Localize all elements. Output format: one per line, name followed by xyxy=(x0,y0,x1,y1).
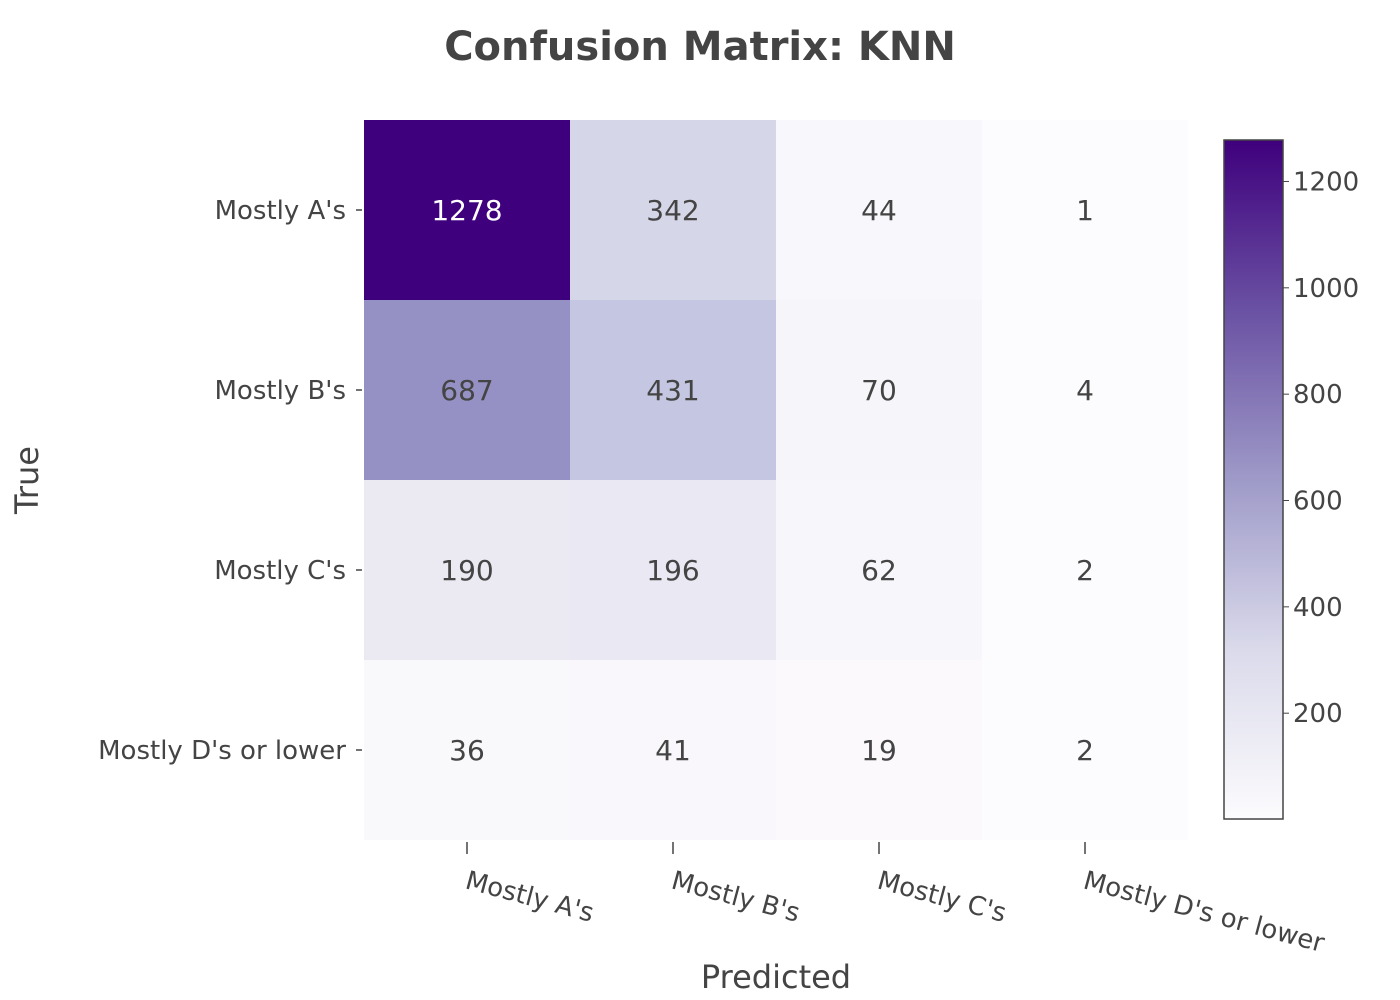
cell-value-label: 1278 xyxy=(431,194,502,227)
y-axis-title: True xyxy=(8,446,46,515)
colorbar-tick-label: 800 xyxy=(1293,380,1343,410)
cell-value-label: 70 xyxy=(861,374,897,407)
cell-value-label: 2 xyxy=(1076,554,1094,587)
heatmap-cell xyxy=(364,660,570,840)
cell-value-label: 2 xyxy=(1076,734,1094,767)
heatmap-cell xyxy=(982,660,1188,840)
colorbar-tick-label: 1000 xyxy=(1293,274,1359,304)
heatmap-cell xyxy=(364,300,570,480)
x-tick-label: Mostly C's xyxy=(874,866,1009,929)
colorbar xyxy=(1223,139,1284,820)
cell-value-label: 4 xyxy=(1076,374,1094,407)
cell-value-label: 196 xyxy=(646,554,699,587)
colorbar-ticks: 200 400 600 800 1000 1200 xyxy=(1283,167,1359,729)
cell-value-label: 342 xyxy=(646,194,699,227)
y-tick-label: Mostly A's xyxy=(215,196,346,226)
heatmap-cell xyxy=(570,300,776,480)
cell-value-label: 687 xyxy=(440,374,493,407)
colorbar-tick-label: 1200 xyxy=(1293,167,1359,197)
cell-value-label: 190 xyxy=(440,554,493,587)
y-axis-ticks: Mostly A's Mostly B's Mostly C's Mostly D's… xyxy=(98,196,362,766)
heatmap-cell xyxy=(776,120,982,300)
heatmap-cells xyxy=(364,120,1188,840)
heatmap-cell xyxy=(570,660,776,840)
colorbar-tick-label: 400 xyxy=(1293,593,1343,623)
cell-value-label: 36 xyxy=(449,734,485,767)
heatmap-cell xyxy=(982,120,1188,300)
heatmap-cell xyxy=(776,480,982,660)
x-axis-title: Predicted xyxy=(701,958,851,996)
heatmap-cell-labels: 1278 342 44 1 687 431 70 4 190 196 62 2 36 41 19 2 xyxy=(431,194,1094,767)
x-tick-label: Mostly D's or lower xyxy=(1080,866,1327,959)
x-tick-label: Mostly A's xyxy=(462,866,597,929)
chart-title: Confusion Matrix: KNN xyxy=(444,24,956,70)
heatmap-cell xyxy=(570,480,776,660)
cell-value-label: 431 xyxy=(646,374,699,407)
cell-value-label: 44 xyxy=(861,194,897,227)
heatmap-cell xyxy=(982,300,1188,480)
heatmap-cell xyxy=(776,300,982,480)
x-tick-label: Mostly B's xyxy=(668,866,803,929)
heatmap-cell xyxy=(364,120,570,300)
x-axis-ticks: Mostly A's Mostly B's Mostly C's Mostly D's… xyxy=(462,842,1328,959)
cell-value-label: 41 xyxy=(655,734,691,767)
y-tick-label: Mostly B's xyxy=(215,376,347,406)
colorbar-tick-label: 200 xyxy=(1293,699,1343,729)
y-tick-label: Mostly D's or lower xyxy=(98,736,346,766)
heatmap-cell xyxy=(570,120,776,300)
cell-value-label: 1 xyxy=(1076,194,1094,227)
heatmap-cell xyxy=(776,660,982,840)
heatmap-cell xyxy=(364,480,570,660)
colorbar-tick-label: 600 xyxy=(1293,487,1343,517)
cell-value-label: 62 xyxy=(861,554,897,587)
y-tick-label: Mostly C's xyxy=(214,556,346,586)
heatmap-cell xyxy=(982,480,1188,660)
cell-value-label: 19 xyxy=(861,734,897,767)
